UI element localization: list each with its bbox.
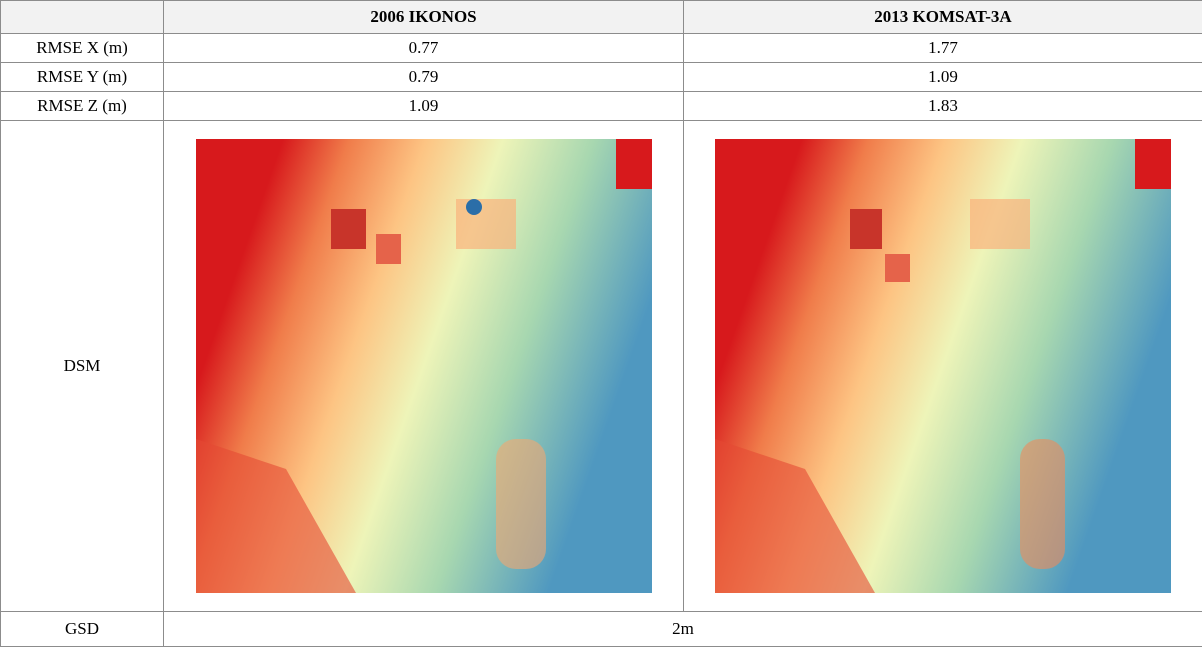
dsm-image: [715, 139, 1171, 593]
metric-value: 1.77: [684, 34, 1202, 63]
corner-cell: [1, 1, 164, 34]
column-header: 2013 KOMSAT-3A: [684, 1, 1202, 34]
row-label: GSD: [1, 612, 164, 647]
dsm-row: DSM: [1, 121, 1202, 612]
dsm-cell: [684, 121, 1202, 612]
metric-value: 0.77: [164, 34, 684, 63]
dsm-cell: [164, 121, 684, 612]
metric-value: 1.09: [684, 63, 1202, 92]
row-label: RMSE Z (m): [1, 92, 164, 121]
metric-value: 1.09: [164, 92, 684, 121]
row-label: DSM: [1, 121, 164, 612]
row-label: RMSE X (m): [1, 34, 164, 63]
gsd-value: 2m: [164, 612, 1202, 647]
column-header: 2006 IKONOS: [164, 1, 684, 34]
gsd-row: GSD 2m: [1, 612, 1202, 647]
dsm-image: [196, 139, 652, 593]
header-row: 2006 IKONOS 2013 KOMSAT-3A: [1, 1, 1202, 34]
metric-value: 0.79: [164, 63, 684, 92]
metric-value: 1.83: [684, 92, 1202, 121]
row-label: RMSE Y (m): [1, 63, 164, 92]
results-table: 2006 IKONOS 2013 KOMSAT-3A RMSE X (m)0.7…: [0, 0, 1202, 647]
